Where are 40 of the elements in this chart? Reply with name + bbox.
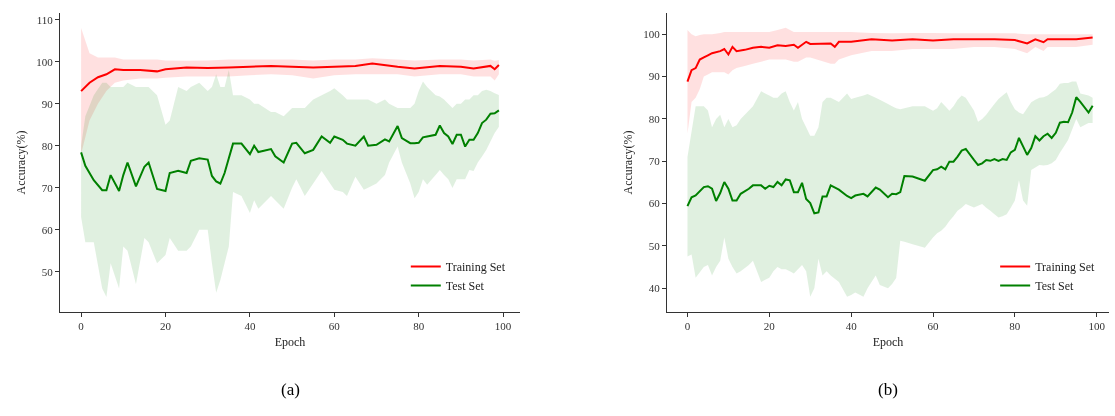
x-tick-label: 20 — [763, 320, 776, 333]
legend-label: Training Set — [445, 260, 506, 275]
y-tick-label: 100 — [643, 28, 661, 41]
legend-label: Training Set — [1035, 260, 1096, 275]
x-axis-title: Epoch — [872, 335, 904, 350]
y-tick-label: 50 — [648, 239, 661, 252]
x-tick-label: 40 — [244, 320, 256, 333]
x-tick-label: 20 — [160, 320, 172, 333]
y-tick-label: 80 — [648, 112, 661, 125]
x-axis-title: Epoch — [274, 335, 306, 350]
y-tick-label: 100 — [36, 55, 54, 68]
x-tick-label: 80 — [1009, 320, 1021, 333]
y-tick-label: 80 — [41, 139, 54, 152]
x-tick-label: 0 — [78, 320, 85, 333]
y-tick-label: 40 — [648, 282, 661, 295]
y-axis-title: Accuracy(%) — [13, 130, 28, 195]
y-tick-label: 70 — [41, 181, 54, 194]
line-series — [80, 109, 500, 193]
y-tick-label: 110 — [36, 13, 54, 26]
y-axis-title: Accuracy(%) — [620, 130, 635, 195]
line-series — [686, 36, 1094, 83]
y-tick-label: 60 — [41, 223, 54, 236]
y-tick-label: 60 — [648, 197, 661, 210]
y-tick-label: 50 — [41, 265, 54, 278]
legend-label: Test Set — [1035, 279, 1074, 294]
x-tick-label: 0 — [684, 320, 691, 333]
y-tick-label: 70 — [648, 155, 661, 168]
text: (a) — [281, 380, 300, 399]
line-series — [80, 62, 500, 93]
y-tick-label: 90 — [41, 97, 54, 110]
y-tick-label: 90 — [648, 70, 661, 83]
x-tick-label: 60 — [328, 320, 341, 333]
x-tick-label: 80 — [413, 320, 425, 333]
x-tick-label: 100 — [494, 320, 512, 333]
x-tick-label: 100 — [1088, 320, 1106, 333]
text: (b) — [878, 380, 898, 399]
x-tick-label: 60 — [927, 320, 940, 333]
line-series — [686, 96, 1094, 215]
x-tick-label: 40 — [845, 320, 858, 333]
legend-label: Test Set — [445, 279, 485, 294]
